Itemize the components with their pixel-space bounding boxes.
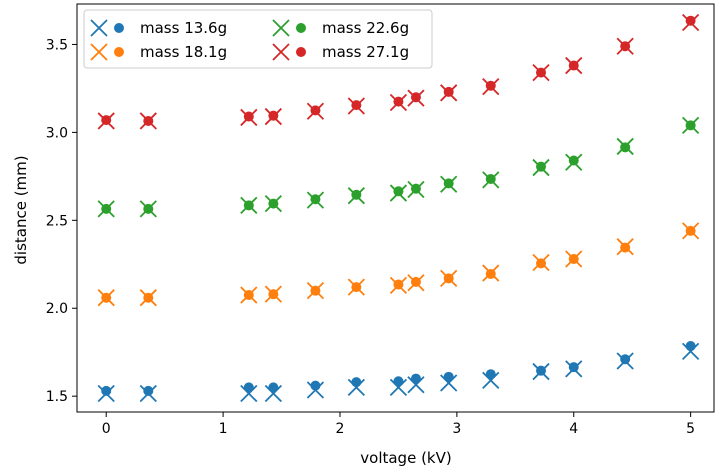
x-tick-label: 1 — [219, 421, 228, 437]
x-tick-label: 4 — [569, 421, 578, 437]
y-tick-label: 2.0 — [46, 301, 68, 317]
measured-point — [620, 242, 631, 253]
x-tick-label: 5 — [686, 421, 695, 437]
measured-point — [568, 60, 579, 71]
measured-point — [410, 373, 421, 384]
measured-point — [268, 110, 279, 121]
measured-point — [243, 200, 254, 211]
measured-point — [243, 290, 254, 301]
measured-point — [620, 41, 631, 52]
measured-point — [101, 115, 112, 126]
model-point — [264, 384, 282, 403]
measured-point — [243, 111, 254, 122]
legend-entry: mass 13.6g — [90, 19, 227, 37]
legend-dot-marker — [114, 23, 124, 33]
measured-point — [568, 254, 579, 264]
measured-point — [536, 67, 547, 78]
model-point — [440, 374, 458, 392]
measured-point — [243, 382, 254, 393]
y-tick-label: 3.5 — [46, 37, 68, 53]
measured-point — [101, 203, 112, 214]
measured-point — [143, 115, 154, 126]
legend-label: mass 13.6g — [140, 19, 227, 37]
measured-point — [485, 80, 496, 91]
legend-entry: mass 22.6g — [272, 19, 409, 37]
legend-dot-marker — [296, 23, 306, 33]
legend-entry: mass 18.1g — [90, 43, 227, 61]
measured-point — [685, 120, 696, 131]
y-tick-label: 3.0 — [46, 125, 68, 141]
measured-point — [101, 292, 112, 303]
measured-point — [351, 189, 362, 200]
measured-point — [536, 161, 547, 172]
measured-point — [143, 203, 154, 214]
measured-point — [393, 186, 404, 197]
measured-point — [310, 105, 321, 116]
measured-point — [443, 273, 454, 284]
legend-cross-marker — [272, 19, 290, 37]
measured-point — [268, 198, 279, 209]
model-point — [407, 376, 425, 394]
measured-point — [568, 155, 579, 166]
measured-point — [485, 173, 496, 184]
measured-point — [536, 258, 547, 269]
measured-point — [485, 268, 496, 279]
model-point — [681, 342, 700, 360]
measured-point — [310, 194, 321, 205]
x-tick-label: 3 — [452, 421, 461, 437]
measured-point — [393, 279, 404, 290]
measured-point — [620, 142, 631, 153]
legend-label: mass 27.1g — [322, 43, 409, 61]
legend-label: mass 18.1g — [140, 43, 227, 61]
x-tick-label: 2 — [336, 421, 345, 437]
axis-ticks: 0 1 2 3 4 5 1.5 2.0 2.5 3.0 3.5 — [46, 37, 695, 437]
data-points — [97, 13, 700, 403]
measured-point — [685, 341, 696, 352]
measured-point — [536, 365, 547, 376]
legend-cross-marker — [90, 19, 108, 37]
measured-point — [620, 354, 631, 365]
measured-point — [393, 376, 404, 387]
measured-point — [143, 385, 154, 396]
measured-point — [485, 369, 496, 380]
measured-point — [410, 183, 421, 194]
measured-point — [410, 276, 421, 287]
legend-box — [83, 9, 433, 69]
legend-cross-marker — [272, 43, 290, 61]
measured-point — [268, 382, 279, 393]
legend-cross-marker — [90, 43, 108, 61]
measured-point — [351, 377, 362, 388]
legend-dot-marker — [114, 47, 124, 57]
y-tick-label: 1.5 — [46, 389, 68, 405]
measured-point — [268, 289, 279, 300]
legend: mass 13.6g mass 18.1g mass 22.6g mass 27.1g — [83, 9, 433, 69]
y-tick-label: 2.5 — [46, 213, 68, 229]
measured-point — [310, 380, 321, 391]
measured-point — [393, 96, 404, 107]
x-axis-label: voltage (kV) — [360, 449, 451, 467]
measured-point — [443, 371, 454, 382]
legend-entry: mass 27.1g — [272, 43, 409, 61]
measured-point — [351, 282, 362, 293]
measured-point — [101, 385, 112, 396]
y-axis-label: distance (mm) — [12, 155, 30, 264]
measured-point — [443, 86, 454, 97]
model-point — [482, 371, 500, 389]
plot-frame — [76, 3, 715, 413]
measured-point — [685, 15, 696, 26]
measured-point — [443, 178, 454, 189]
measured-point — [310, 285, 321, 296]
legend-label: mass 22.6g — [322, 19, 409, 37]
model-point — [240, 384, 258, 403]
measured-point — [685, 225, 696, 236]
measured-point — [143, 292, 154, 303]
model-point — [347, 378, 365, 397]
measured-point — [351, 100, 362, 111]
measured-point — [568, 362, 579, 373]
measured-point — [410, 92, 421, 103]
x-tick-label: 0 — [102, 421, 111, 437]
model-point — [389, 378, 408, 397]
legend-dot-marker — [296, 47, 306, 57]
